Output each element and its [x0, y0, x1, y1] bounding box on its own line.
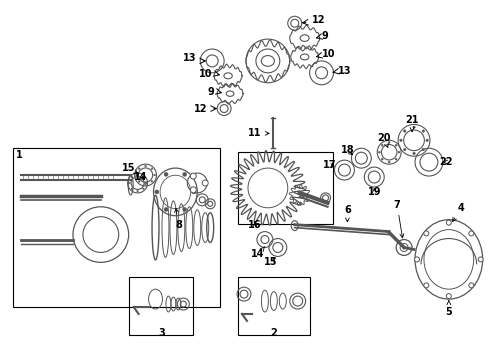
Text: 4: 4 — [453, 203, 464, 221]
Circle shape — [183, 172, 187, 176]
Text: 9: 9 — [207, 87, 214, 97]
Text: 7: 7 — [394, 200, 404, 238]
Text: 12: 12 — [194, 104, 207, 113]
Text: 13: 13 — [183, 53, 196, 63]
Circle shape — [469, 231, 474, 236]
Text: 5: 5 — [445, 301, 452, 317]
Bar — [129, 277, 193, 335]
Circle shape — [192, 190, 196, 194]
Circle shape — [137, 174, 138, 176]
Bar — [238, 152, 333, 224]
Circle shape — [413, 152, 416, 155]
Circle shape — [381, 158, 383, 160]
Circle shape — [145, 182, 147, 184]
Text: 10: 10 — [198, 69, 212, 79]
Bar — [238, 277, 310, 335]
Circle shape — [415, 257, 419, 262]
Text: 18: 18 — [341, 145, 354, 155]
Circle shape — [378, 151, 380, 153]
Circle shape — [164, 207, 168, 211]
Circle shape — [202, 180, 208, 186]
Text: 19: 19 — [368, 187, 381, 197]
Bar — [13, 148, 220, 307]
Circle shape — [164, 172, 168, 176]
Circle shape — [138, 180, 140, 182]
Text: 21: 21 — [405, 116, 419, 131]
Circle shape — [403, 148, 406, 151]
Text: 14: 14 — [134, 172, 147, 182]
Text: 15: 15 — [264, 257, 278, 267]
Text: 3: 3 — [158, 328, 165, 338]
Circle shape — [137, 190, 138, 192]
Circle shape — [183, 207, 187, 211]
Text: 6: 6 — [344, 205, 351, 222]
Circle shape — [131, 188, 133, 190]
Text: 10: 10 — [321, 49, 335, 59]
Circle shape — [143, 188, 144, 190]
Circle shape — [381, 144, 383, 146]
Circle shape — [143, 176, 144, 178]
Circle shape — [469, 283, 474, 288]
Circle shape — [426, 139, 428, 141]
Text: 9: 9 — [321, 31, 328, 41]
Circle shape — [400, 139, 402, 141]
Text: 20: 20 — [377, 133, 391, 147]
Text: 8: 8 — [174, 208, 182, 230]
Text: 14: 14 — [251, 247, 265, 260]
Circle shape — [398, 151, 400, 153]
Circle shape — [154, 174, 155, 176]
Circle shape — [136, 174, 137, 176]
Circle shape — [424, 283, 429, 288]
Circle shape — [446, 220, 451, 225]
Circle shape — [155, 190, 159, 194]
Circle shape — [190, 173, 196, 179]
Circle shape — [403, 130, 406, 132]
Circle shape — [395, 144, 397, 146]
Circle shape — [145, 183, 147, 185]
Text: 16: 16 — [248, 220, 262, 230]
Circle shape — [395, 158, 397, 160]
Text: 17: 17 — [323, 160, 336, 170]
Circle shape — [422, 130, 425, 132]
Circle shape — [190, 187, 196, 193]
Circle shape — [424, 231, 429, 236]
Text: 12: 12 — [312, 15, 325, 25]
Circle shape — [422, 148, 425, 151]
Text: 22: 22 — [439, 157, 453, 167]
Circle shape — [446, 294, 451, 298]
Circle shape — [478, 257, 483, 262]
Text: 15: 15 — [122, 163, 138, 174]
Circle shape — [388, 161, 390, 163]
Circle shape — [131, 176, 133, 178]
Circle shape — [388, 141, 390, 143]
Text: 1: 1 — [16, 150, 23, 160]
Circle shape — [151, 180, 153, 182]
Text: 2: 2 — [270, 328, 277, 338]
Circle shape — [413, 126, 416, 129]
Text: 11: 11 — [248, 129, 269, 138]
Circle shape — [151, 168, 153, 170]
Text: 13: 13 — [338, 66, 351, 76]
Circle shape — [138, 168, 140, 170]
Circle shape — [145, 165, 147, 167]
Circle shape — [128, 182, 130, 184]
